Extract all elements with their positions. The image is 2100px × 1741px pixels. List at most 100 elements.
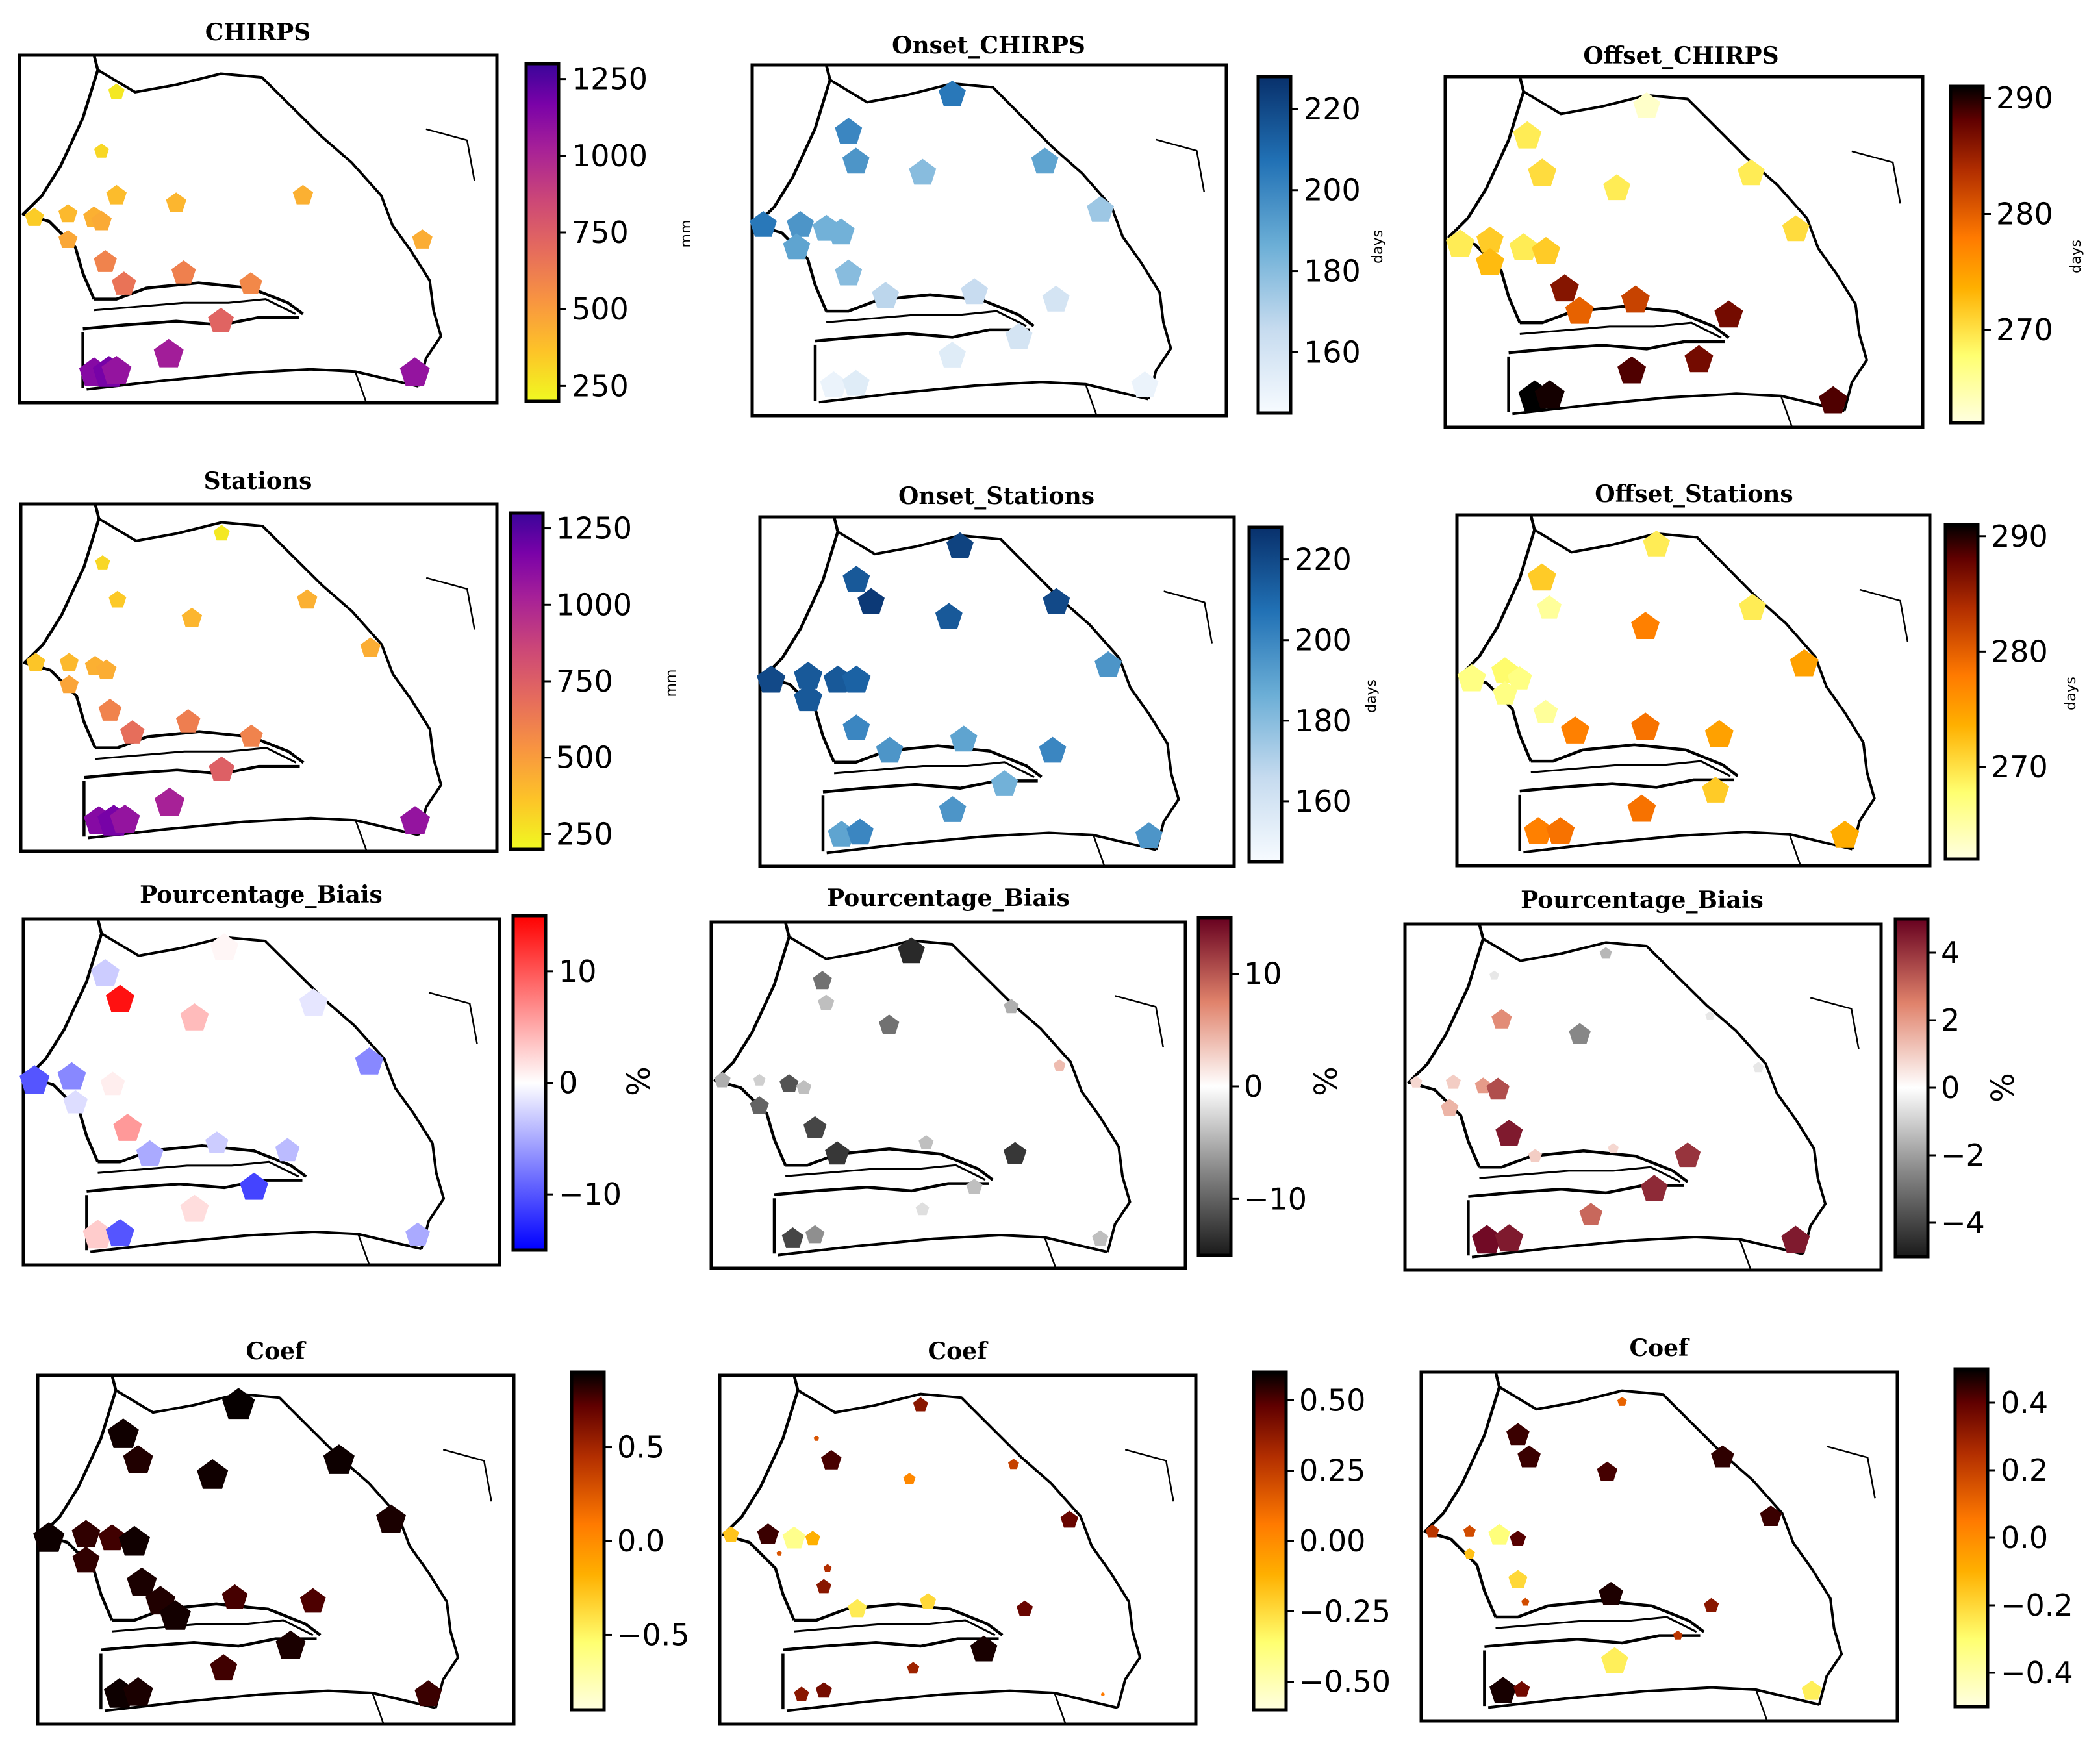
station-marker [91,210,112,231]
station-marker [1631,712,1660,740]
colorbar: 250 500 750 1000 1250 mm [509,511,679,851]
colorbar-tick-label: 0.4 [2001,1385,2048,1420]
colorbar-tick-label: 250 [556,816,613,851]
station-marker [1528,158,1557,186]
colorbar-tick-label: 250 [572,368,629,403]
station-marker [1042,285,1070,312]
station-marker [275,1138,300,1162]
station-marker [323,1444,355,1474]
station-markers [1446,92,1848,414]
station-marker [783,233,811,260]
station-marker [94,143,109,158]
station-marker [175,709,201,733]
station-marker [1781,1225,1810,1253]
colorbar-tick-label: 10 [559,954,597,989]
station-marker [1441,1099,1459,1116]
station-marker [1410,1075,1423,1088]
station-marker [1004,999,1019,1014]
station-marker [1517,1445,1541,1468]
colorbar-gradient [1196,916,1233,1257]
map-panel-5: Onset_Stations 160 180 200 220 days [757,482,1380,868]
map-panel-11: Coef −0.50 −0.25 0.00 0.25 0.50 [718,1338,1391,1726]
map-panel-3: Offset_CHIRPS 270 280 290 days [1443,42,2084,429]
station-marker [19,1065,50,1094]
station-marker [299,1588,326,1613]
station-marker [1704,720,1734,747]
colorbar-tick-label: 270 [1991,749,2048,784]
station-marker [171,260,196,284]
station-marker [750,1096,769,1114]
station-marker [909,158,937,185]
station-marker [1510,1530,1526,1546]
colorbar-tick-label: 200 [1304,173,1361,208]
station-marker [1509,233,1538,260]
station-marker [920,1593,937,1609]
map-panel-12: Coef −0.4 −0.2 0.0 0.2 0.4 [1419,1334,2073,1723]
station-marker [1087,196,1114,222]
colorbar-tick-label: 290 [1991,519,2048,554]
colorbar-gradient [1252,1370,1288,1712]
station-marker [1513,121,1542,149]
colorbar: 270 280 290 days [1949,81,2084,425]
station-marker [1739,594,1766,620]
station-marker [1464,1548,1475,1559]
map-frame [718,1373,1198,1726]
station-markers [750,81,1159,397]
station-marker [209,756,235,781]
station-marker [898,937,925,964]
station-marker [127,1567,157,1596]
station-marker [59,653,79,671]
station-marker [821,1449,842,1470]
colorbar-tick-label: 0 [1941,1070,1960,1105]
station-marker [210,1654,238,1681]
senegal-outline [1423,1372,1876,1722]
colorbar-tick-label: −10 [559,1177,622,1212]
station-marker [112,271,136,295]
station-marker [1092,1230,1109,1246]
station-marker [106,184,127,205]
station-marker [1527,563,1556,591]
station-marker [82,1220,113,1249]
station-marker [1446,229,1474,257]
station-marker [72,1546,100,1573]
station-marker [118,1525,150,1556]
colorbar-tick-label: 0.50 [1299,1383,1365,1418]
station-markers [1410,947,1810,1254]
station-marker [412,229,433,249]
colorbar-tick-label: 1000 [556,587,632,622]
map-frame [18,53,499,405]
station-markers [1457,531,1860,848]
station-marker [1039,736,1067,763]
colorbar-unit-label: days [1370,230,1386,264]
station-marker [823,665,852,693]
station-marker [1621,285,1650,313]
senegal-outline [1447,76,1901,428]
station-marker [123,1677,153,1706]
colorbar-tick-label: 280 [1991,634,2048,669]
station-marker [100,1071,125,1096]
station-marker [98,699,122,721]
station-markers [757,532,1163,848]
station-marker [1507,666,1532,690]
colorbar-tick-label: 2 [1941,1003,1960,1038]
colorbar-tick-label: 290 [1996,81,2053,116]
colorbar-unit-label: % [621,1066,657,1096]
colorbar-tick-label: 220 [1304,92,1361,127]
senegal-outline [713,921,1165,1269]
station-marker [1488,1523,1510,1545]
colorbar-tick-label: 1250 [572,62,648,97]
station-marker [180,1003,209,1031]
station-marker [166,192,186,212]
station-marker [714,1071,731,1088]
station-marker [835,118,863,144]
panel-title: Stations [204,468,312,495]
map-frame [19,502,499,853]
station-marker [1008,1459,1019,1470]
station-marker [750,211,777,237]
station-marker [794,662,823,689]
station-marker [1003,1142,1027,1164]
colorbar-tick-label: 750 [572,215,629,250]
colorbar-gradient [509,511,545,851]
station-marker [1005,323,1033,349]
station-marker [918,1135,934,1149]
